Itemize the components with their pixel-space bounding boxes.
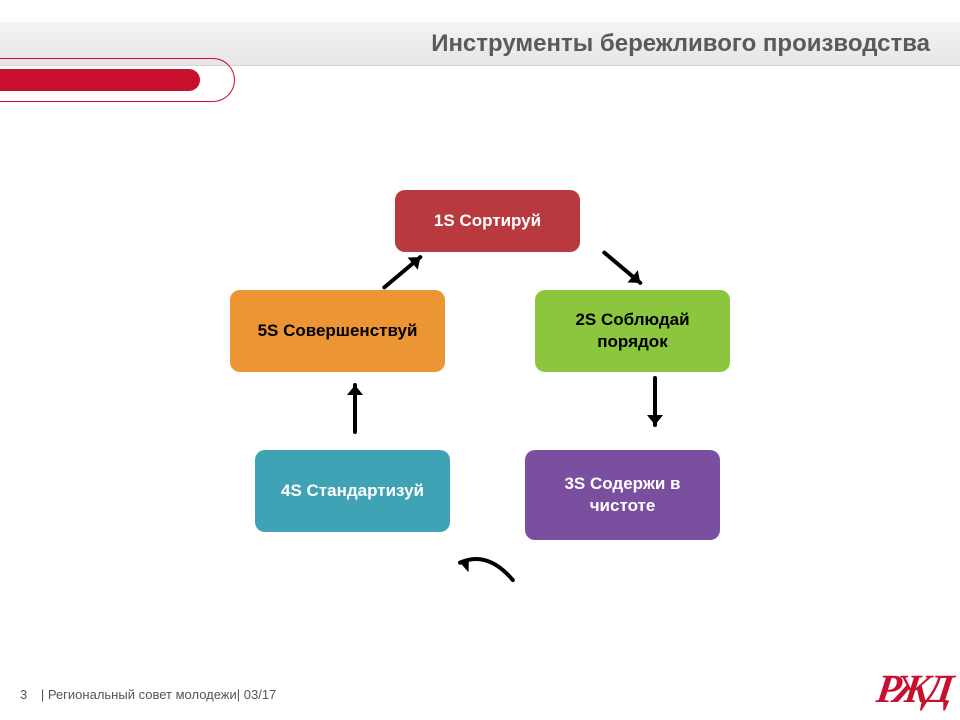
footer: 3 | Региональный совет молодежи| 03/17: [20, 687, 276, 702]
arrow-s3-s4: [447, 534, 524, 590]
accent-bar: [0, 69, 200, 91]
node-s4: 4S Стандартизуй: [255, 450, 450, 532]
page-number: 3: [20, 687, 27, 702]
arrow-s4-s5: [335, 370, 380, 440]
node-s3: 3S Содержи в чистоте: [525, 450, 720, 540]
footer-text: | Региональный совет молодежи| 03/17: [41, 687, 276, 702]
node-s5: 5S Совершенствуй: [230, 290, 445, 372]
arrow-s2-s3: [630, 370, 675, 440]
rzd-logo: РЖД: [873, 665, 951, 712]
page-title: Инструменты бережливого производства: [431, 30, 930, 58]
cycle-diagram: 1S Сортируй2S Соблюдай порядок3S Содержи…: [170, 170, 790, 600]
